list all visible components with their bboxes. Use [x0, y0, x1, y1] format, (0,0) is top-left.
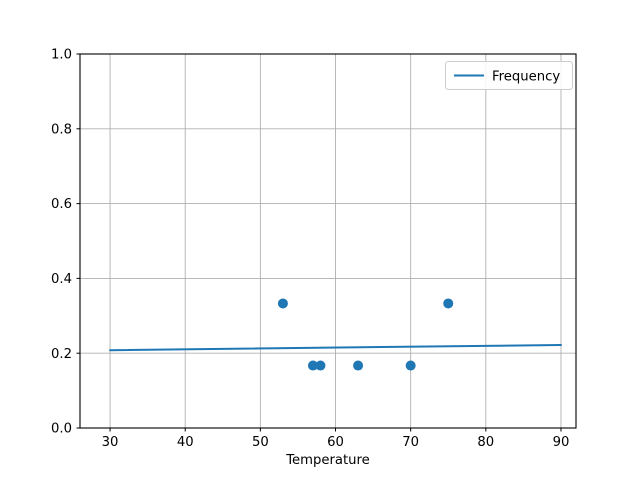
scatter-point[interactable]: [277, 298, 288, 309]
scatter-point[interactable]: [307, 360, 318, 371]
y-tick-marks: [76, 53, 80, 429]
legend-background: [445, 61, 573, 90]
x-tick-label-90: 90: [553, 435, 570, 450]
scatter-point[interactable]: [443, 298, 454, 309]
x-tick-label-80: 80: [477, 435, 494, 450]
line-frequency[interactable]: [109, 343, 562, 352]
y-tick-label-0.2: 0.2: [51, 347, 72, 362]
y-tick-label-1: 1.0: [51, 48, 72, 63]
legend-entry-label: Frequency: [492, 70, 560, 85]
scatter-point[interactable]: [315, 360, 326, 371]
x-tick-label-50: 50: [252, 435, 269, 450]
x-tick-labels: 30 40 50 60 70 80 90: [102, 435, 570, 450]
scatter-point[interactable]: [353, 360, 364, 371]
frequency-line-series[interactable]: [109, 343, 562, 352]
x-tick-label-70: 70: [402, 435, 419, 450]
x-tick-marks: [109, 428, 562, 432]
x-tick-label-30: 30: [102, 435, 119, 450]
x-axis-label: Temperature: [285, 453, 370, 468]
vertical-gridlines: [109, 54, 562, 428]
x-tick-label-40: 40: [177, 435, 194, 450]
scatter-point[interactable]: [405, 360, 416, 371]
y-tick-label-0.6: 0.6: [51, 197, 72, 212]
x-tick-label-60: 60: [327, 435, 344, 450]
axes-spines: [79, 53, 577, 429]
y-tick-label-0.8: 0.8: [51, 122, 72, 137]
chart-legend[interactable]: Frequency: [445, 61, 573, 90]
y-tick-labels: 0.0 0.2 0.4 0.6 0.8 1.0: [51, 48, 72, 437]
axes-background: [80, 54, 576, 428]
observation-scatter-series[interactable]: [277, 298, 454, 371]
y-tick-label-0: 0.0: [51, 422, 72, 437]
y-tick-label-0.4: 0.4: [51, 272, 72, 287]
